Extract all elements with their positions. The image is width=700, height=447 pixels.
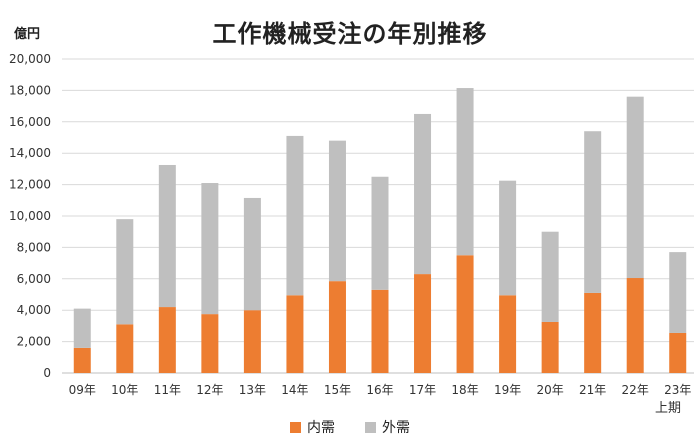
bar-domestic	[414, 274, 432, 373]
bar-domestic	[541, 321, 559, 373]
x-tick-label: 19年	[494, 383, 521, 397]
bar-foreign	[371, 176, 389, 290]
legend-label-domestic: 内需	[307, 420, 335, 436]
bar-domestic	[201, 314, 219, 373]
y-tick-label: 6,000	[17, 272, 51, 286]
bar-domestic	[499, 295, 517, 373]
legend-item-domestic: 内需	[290, 417, 335, 437]
x-tick-label: 15年	[324, 383, 351, 397]
bar-foreign	[286, 135, 304, 296]
y-tick-label: 20,000	[9, 52, 51, 66]
bar-domestic	[73, 347, 91, 373]
legend-item-foreign: 外需	[365, 417, 410, 437]
category-note: 上期	[655, 401, 681, 416]
x-tick-label: 17年	[409, 383, 436, 397]
legend-label-foreign: 外需	[382, 420, 410, 436]
x-tick-label: 18年	[451, 383, 478, 397]
y-tick-label: 0	[43, 366, 51, 380]
bar-foreign	[584, 131, 602, 293]
y-tick-label: 16,000	[9, 115, 51, 129]
bar-domestic	[669, 332, 687, 373]
x-axis-ticks: 09年 10年 11年 12年 13年 14年 15年 16年 17年 18年 19年 20年 21年 2…	[69, 383, 692, 397]
bars	[73, 88, 687, 373]
bar-domestic	[158, 307, 176, 373]
y-tick-label: 12,000	[9, 178, 51, 192]
bar-domestic	[328, 281, 346, 373]
bar-foreign	[158, 164, 176, 308]
x-tick-label: 23年	[664, 383, 691, 397]
x-tick-label: 12年	[196, 383, 223, 397]
bar-foreign	[243, 197, 261, 311]
y-tick-label: 4,000	[17, 303, 51, 317]
y-axis-label: 億円	[14, 26, 40, 42]
bar-foreign	[669, 252, 687, 333]
legend: 内需 外需	[0, 417, 700, 437]
bar-domestic	[584, 292, 602, 373]
x-tick-label: 11年	[154, 383, 181, 397]
bar-domestic	[116, 324, 134, 373]
x-tick-label: 14年	[281, 383, 308, 397]
legend-swatch-foreign	[365, 421, 376, 433]
bar-foreign	[541, 231, 559, 322]
bar-domestic	[626, 278, 644, 373]
x-tick-label: 13年	[239, 383, 266, 397]
bar-domestic	[371, 289, 389, 373]
bar-foreign	[456, 88, 474, 256]
bar-foreign	[414, 113, 432, 275]
chart-title: 工作機械受注の年別推移	[212, 20, 488, 48]
bar-domestic	[456, 255, 474, 373]
y-tick-label: 2,000	[17, 335, 51, 349]
y-tick-label: 8,000	[17, 240, 51, 254]
legend-swatch-domestic	[290, 421, 301, 433]
bar-foreign	[73, 308, 91, 348]
bar-foreign	[201, 183, 219, 315]
y-tick-label: 14,000	[9, 146, 51, 160]
bar-foreign	[116, 219, 134, 325]
y-tick-label: 18,000	[9, 83, 51, 97]
y-tick-label: 10,000	[9, 209, 51, 223]
x-tick-label: 16年	[366, 383, 393, 397]
x-tick-label: 20年	[536, 383, 563, 397]
bar-domestic	[243, 310, 261, 373]
bar-domestic	[286, 295, 304, 373]
x-tick-label: 22年	[622, 383, 649, 397]
x-tick-label: 10年	[111, 383, 138, 397]
x-tick-label: 21年	[579, 383, 606, 397]
y-axis-ticks: 0 2,000 4,000 6,000 8,000 10,000 12,000 14,000 1…	[9, 52, 51, 380]
x-tick-label: 09年	[69, 383, 96, 397]
bar-foreign	[499, 180, 517, 296]
bar-foreign	[626, 96, 644, 279]
bar-foreign	[328, 140, 346, 282]
